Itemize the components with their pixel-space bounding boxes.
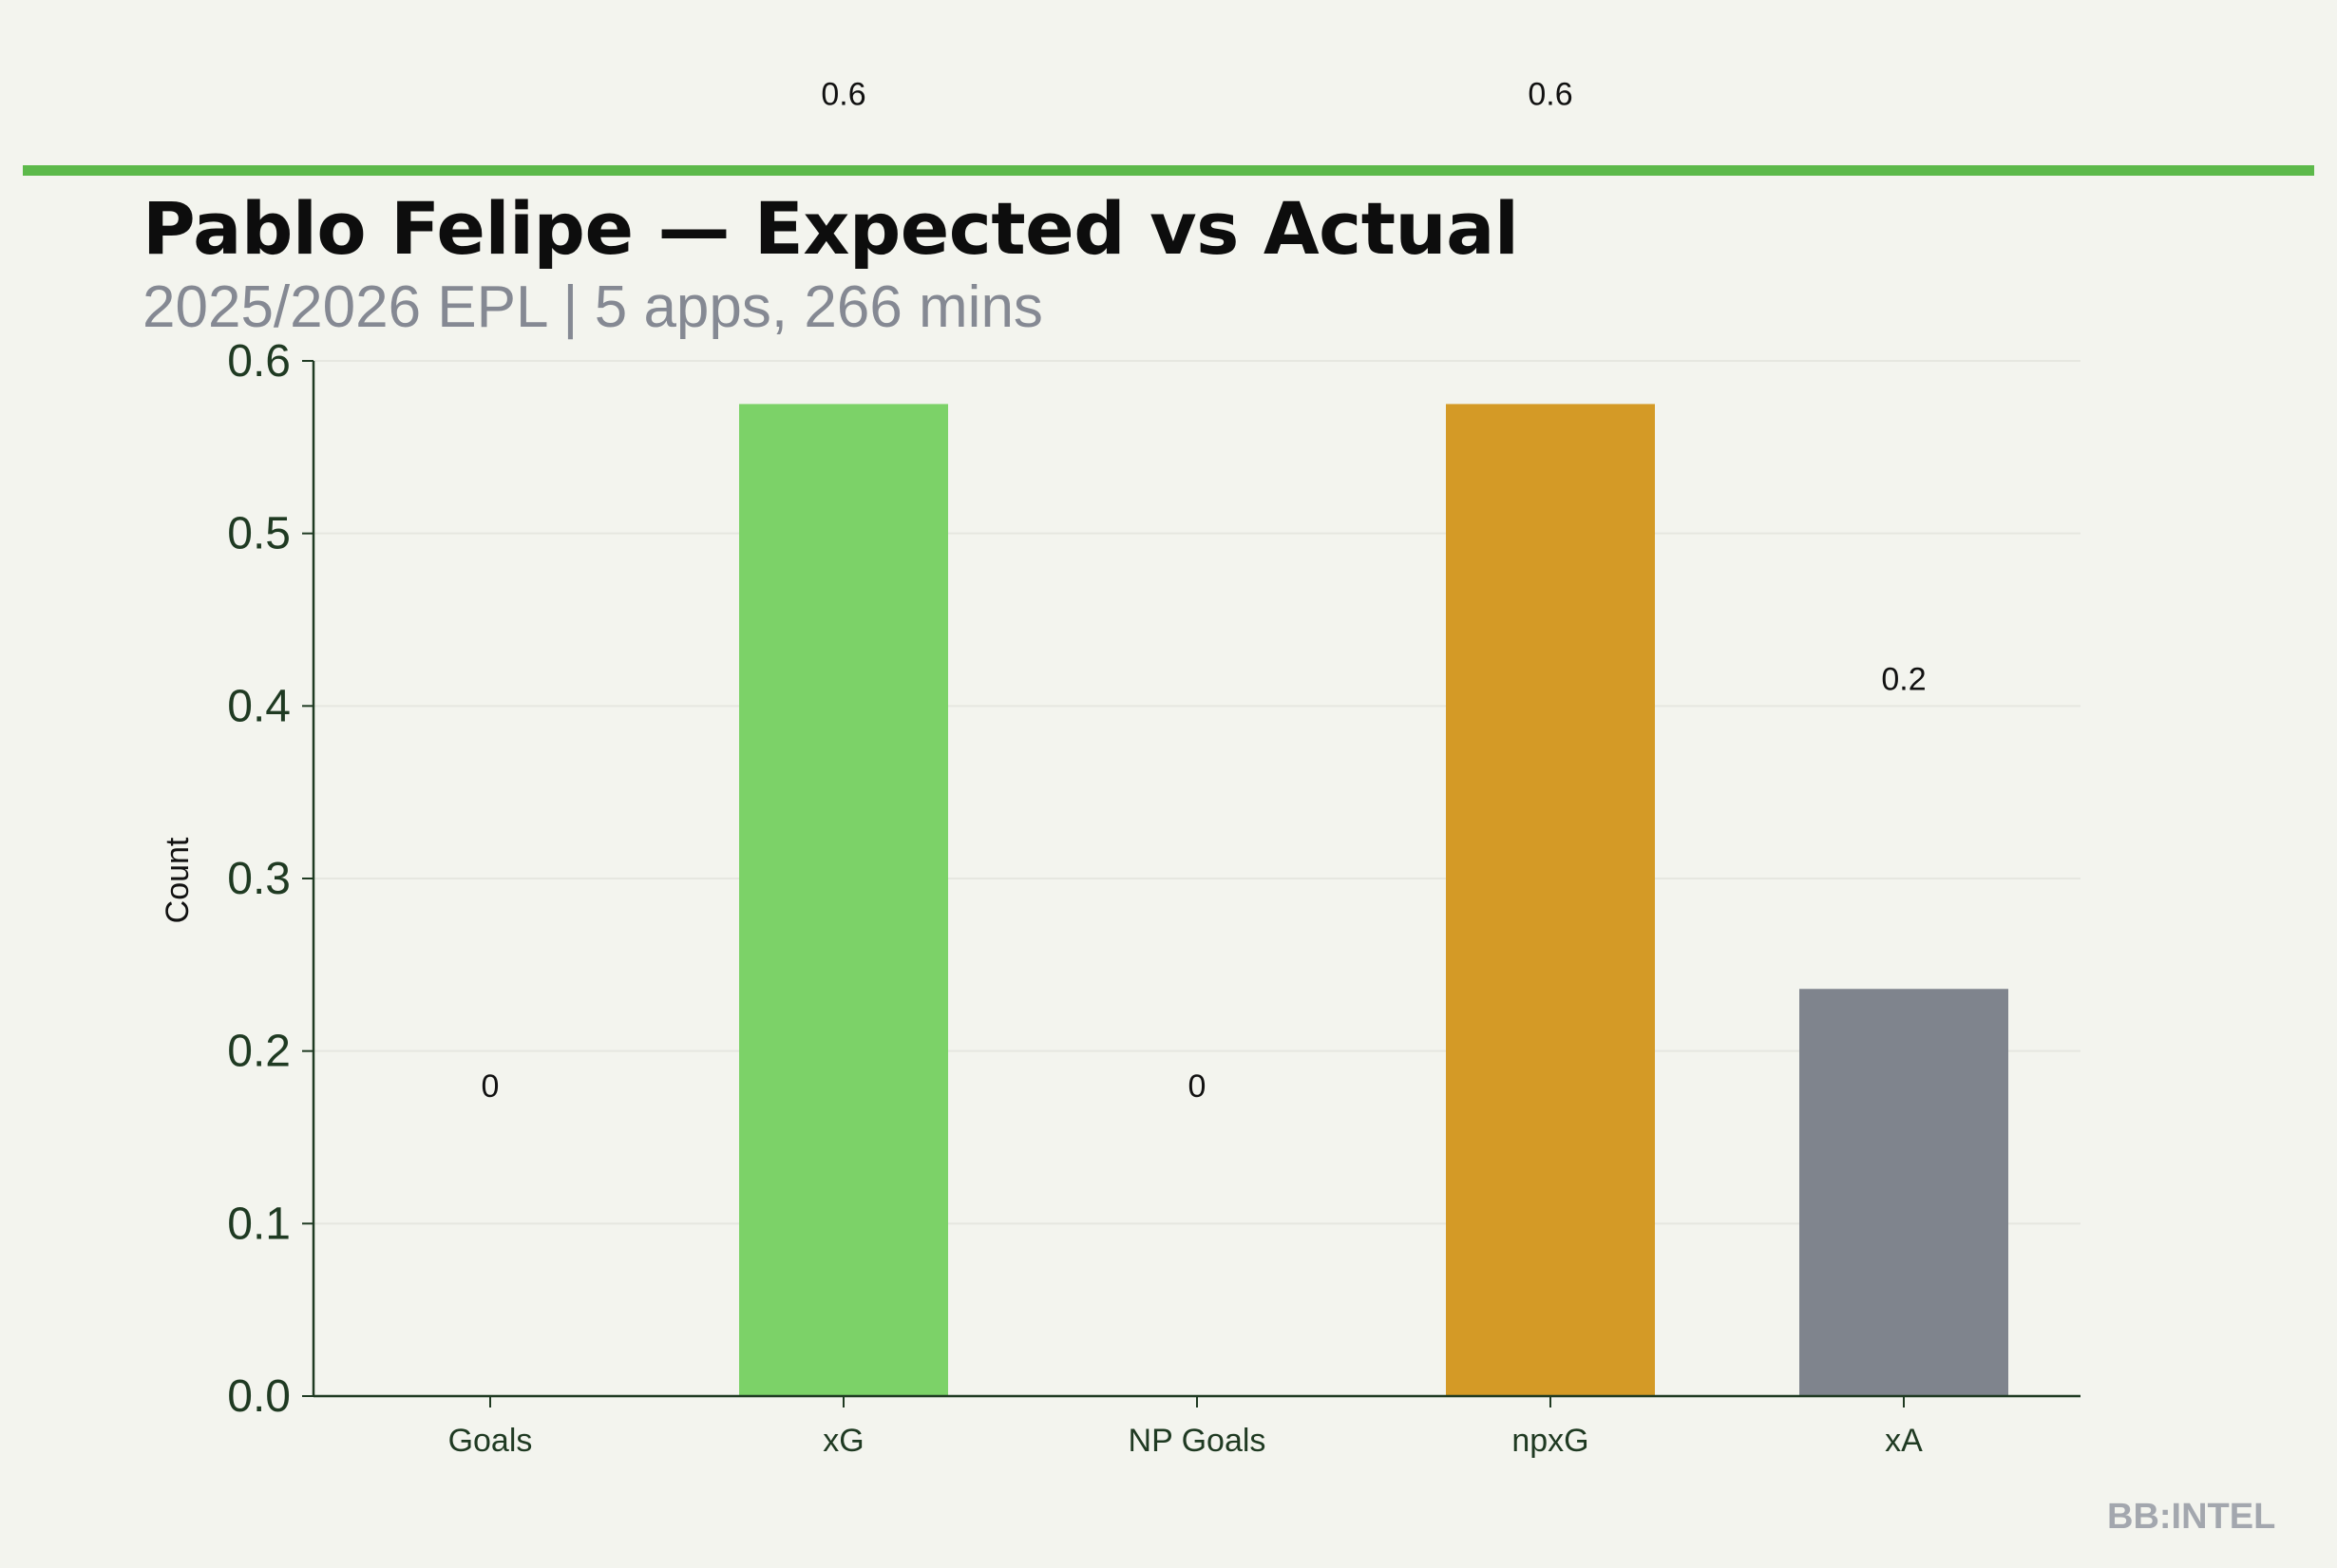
accent-bar — [23, 165, 2314, 176]
y-axis-label: Count — [160, 837, 196, 923]
data-label: 0.6 — [1528, 76, 1572, 112]
data-label: 0 — [1188, 1068, 1206, 1105]
x-tick-label: xG — [823, 1423, 864, 1459]
data-label: 0 — [482, 1068, 500, 1105]
brand-watermark: BB:INTEL — [2107, 1497, 2276, 1537]
x-tick-label: npxG — [1511, 1423, 1588, 1459]
data-labels: 0 0.6 0 0.6 0.2 — [482, 76, 1927, 1105]
y-tick-label: 0.2 — [227, 1027, 291, 1077]
y-tick-label: 0.4 — [227, 681, 291, 731]
y-tick-label: 0.3 — [227, 854, 291, 904]
x-tick-label: Goals — [448, 1423, 533, 1459]
x-tick-label: xA — [1885, 1423, 1923, 1459]
data-label: 0.2 — [1881, 661, 1926, 697]
y-tick-label: 0.0 — [227, 1371, 291, 1422]
chart-title: Pablo Felipe — Expected vs Actual — [142, 186, 1519, 271]
bar-xa — [1799, 989, 2008, 1396]
axes: 0.0 0.1 0.2 0.3 0.4 0.5 0.6 Goals xG NP Goals npxG… — [227, 336, 2080, 1459]
bar-npxg — [1446, 404, 1655, 1397]
chart-subtitle: 2025/2026 EPL | 5 apps, 266 mins — [142, 274, 1043, 340]
data-label: 0.6 — [821, 76, 865, 112]
grid-lines — [314, 360, 2080, 1225]
bars — [739, 404, 2008, 1397]
x-tick-label: NP Goals — [1129, 1423, 1266, 1459]
y-tick-label: 0.6 — [227, 336, 291, 387]
y-tick-label: 0.5 — [227, 509, 291, 559]
y-tick-label: 0.1 — [227, 1199, 291, 1249]
bar-xg — [739, 404, 948, 1397]
